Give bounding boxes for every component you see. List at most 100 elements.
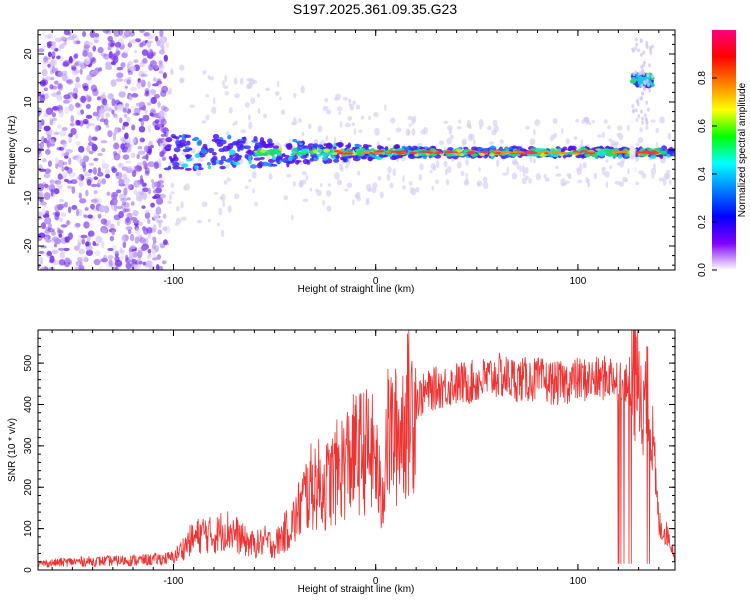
side-tone-haze (637, 48, 640, 53)
band-peak (502, 150, 513, 154)
band-haze (552, 117, 558, 125)
band-peak (579, 150, 588, 153)
band-haze (325, 135, 329, 142)
noise-speckle (98, 108, 105, 115)
band-cell (238, 140, 246, 144)
noise-speckle (124, 102, 130, 108)
noise-speckle (49, 84, 54, 90)
band-core (267, 149, 274, 153)
band-core (539, 153, 547, 158)
band-peak (409, 151, 418, 154)
band-haze (658, 177, 665, 182)
band-cell (294, 159, 300, 165)
noise-speckle (146, 227, 153, 234)
noise-speckle (74, 266, 82, 270)
noise-speckle (82, 50, 88, 57)
noise-speckle (46, 141, 51, 149)
band-haze (637, 137, 644, 144)
noise-speckle (44, 236, 49, 241)
noise-speckle (41, 94, 45, 98)
colorbar-ticks: 0.0 0.2 0.4 0.6 0.8 (697, 71, 717, 277)
noise-speckle (114, 266, 119, 270)
noise-speckle (66, 78, 74, 85)
band-haze (621, 158, 625, 164)
band-cell (282, 157, 290, 163)
noise-speckle (78, 180, 84, 187)
spectrogram-y-axis-label: Frequency (Hz) (7, 116, 18, 185)
noise-speckle (158, 49, 165, 55)
noise-speckle (45, 148, 51, 155)
noise-speckle (152, 189, 159, 194)
band-cell (253, 136, 258, 142)
band-cell (343, 158, 347, 163)
noise-speckle (147, 187, 151, 195)
band-haze (305, 174, 309, 181)
noise-speckle (92, 111, 99, 117)
band-haze (181, 152, 187, 156)
noise-speckle (115, 78, 124, 82)
band-haze (603, 119, 608, 125)
band-peak (559, 151, 568, 155)
noise-speckle (98, 205, 106, 213)
band-haze (466, 123, 472, 128)
noise-speckle (75, 133, 79, 139)
noise-speckle (153, 161, 159, 169)
noise-speckle (43, 93, 49, 100)
band-haze (244, 102, 250, 108)
spectrogram-y-tick-label: 10 (23, 96, 34, 108)
noise-speckle (162, 72, 167, 79)
noise-speckle (114, 103, 118, 111)
noise-speckle (135, 102, 142, 107)
noise-speckle (145, 260, 153, 268)
noise-speckle (131, 38, 137, 44)
noise-speckle (43, 172, 51, 179)
band-cell (302, 158, 309, 165)
noise-speckle (122, 154, 130, 160)
band-cell (360, 156, 368, 160)
band-haze (352, 199, 355, 206)
noise-speckle (88, 168, 93, 173)
noise-speckle (114, 250, 119, 258)
band-haze (307, 123, 312, 130)
band-haze (327, 183, 332, 187)
noise-speckle (156, 181, 162, 188)
band-cell (352, 155, 359, 159)
band-haze (597, 134, 602, 138)
band-cell (181, 163, 189, 168)
band-haze (616, 162, 622, 166)
noise-speckle (116, 66, 124, 71)
band-cell (206, 161, 211, 166)
band-haze (524, 166, 529, 174)
band-haze (580, 139, 584, 145)
noise-speckle (101, 147, 106, 153)
noise-speckle (132, 219, 140, 224)
noise-speckle (157, 101, 161, 108)
noise-speckle (153, 212, 160, 221)
band-core (260, 148, 266, 153)
band-haze (344, 164, 349, 169)
band-haze (349, 103, 355, 111)
noise-speckle (79, 175, 85, 180)
noise-speckle (58, 146, 65, 151)
noise-speckle (92, 167, 97, 175)
band-core (566, 151, 575, 155)
band-haze (336, 179, 343, 186)
noise-speckle (158, 177, 166, 184)
noise-speckle (151, 243, 156, 250)
band-haze (250, 97, 256, 104)
noise-speckle (134, 49, 138, 54)
band-haze (338, 111, 342, 115)
noise-speckle (61, 145, 66, 151)
noise-speckle (156, 219, 164, 224)
band-core (605, 148, 614, 153)
band-haze (659, 116, 665, 124)
noise-speckle (137, 150, 146, 156)
noise-speckle (116, 220, 121, 227)
noise-speckle (68, 103, 74, 112)
noise-speckle (38, 232, 46, 239)
band-peak (587, 150, 596, 153)
band-cell (219, 165, 226, 170)
noise-speckle (131, 137, 137, 144)
noise-speckle (85, 245, 93, 251)
